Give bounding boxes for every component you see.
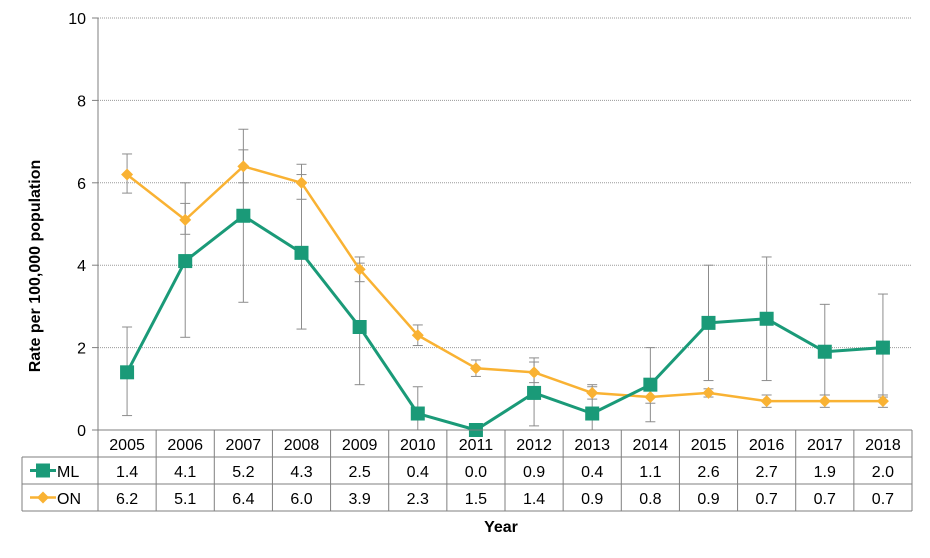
data-point-ml bbox=[643, 377, 658, 392]
table-cell: 6.2 bbox=[116, 491, 138, 508]
data-point-ml bbox=[178, 254, 193, 269]
y-axis-ticks: 0 2 4 6 8 10 bbox=[68, 11, 86, 440]
data-point-ml bbox=[585, 406, 600, 421]
x-tick-label: 2009 bbox=[342, 437, 378, 454]
data-point-on bbox=[586, 386, 599, 399]
data-point-ml bbox=[759, 311, 774, 326]
data-point-on bbox=[702, 386, 715, 399]
table-cell: 6.4 bbox=[232, 491, 254, 508]
data-point-on bbox=[760, 395, 773, 408]
data-point-ml bbox=[875, 340, 890, 355]
error-bars bbox=[122, 128, 888, 431]
data-point-ml bbox=[352, 320, 367, 334]
data-point-on bbox=[818, 395, 831, 408]
data-point-ml bbox=[527, 385, 542, 400]
table-cell: 1.1 bbox=[639, 464, 661, 481]
data-point-on bbox=[295, 176, 308, 189]
legend-marker-ml bbox=[36, 463, 50, 478]
x-tick-label: 2011 bbox=[459, 437, 494, 454]
table-cell: 2.0 bbox=[872, 464, 894, 481]
series-line-on bbox=[126, 165, 883, 403]
table-cell: 5.1 bbox=[174, 491, 196, 508]
data-point-ml bbox=[701, 315, 716, 330]
table-cell: 3.9 bbox=[349, 491, 371, 508]
x-tick-label: 2012 bbox=[516, 437, 552, 454]
data-point-on bbox=[179, 213, 192, 226]
table-cell: 1.4 bbox=[523, 491, 545, 508]
table-cell: 0.7 bbox=[814, 491, 836, 508]
table-cell: 1.4 bbox=[116, 464, 138, 481]
x-tick-label: 2007 bbox=[226, 437, 262, 454]
data-point-on bbox=[237, 160, 250, 173]
gridlines bbox=[98, 17, 912, 349]
y-axis-title: Rate per 100,000 population bbox=[27, 160, 44, 373]
x-tick-label: 2005 bbox=[109, 437, 145, 454]
x-tick-label: 2008 bbox=[284, 437, 320, 454]
data-point-on bbox=[121, 168, 134, 181]
table-cell: 4.3 bbox=[290, 464, 312, 481]
data-point-on bbox=[644, 391, 657, 404]
table-cell: 0.4 bbox=[581, 464, 603, 481]
x-tick-label: 2014 bbox=[633, 437, 669, 454]
legend-label-on: ON bbox=[57, 491, 81, 508]
table-cell: 2.3 bbox=[407, 491, 429, 508]
y-tick-label: 2 bbox=[77, 341, 86, 358]
x-tick-label: 2013 bbox=[574, 437, 610, 454]
table-cell: 5.2 bbox=[232, 464, 254, 481]
table-cell: 0.9 bbox=[581, 491, 603, 508]
series-line-ml bbox=[125, 214, 884, 432]
legend-marker-on bbox=[37, 491, 49, 504]
series-lines bbox=[125, 165, 884, 432]
data-point-on bbox=[469, 362, 482, 375]
table-cell: 0.9 bbox=[523, 464, 545, 481]
x-axis-title: Year bbox=[484, 519, 518, 536]
table-cell: 1.5 bbox=[465, 491, 487, 508]
x-tick-label: 2016 bbox=[749, 437, 785, 454]
table-cell: 2.6 bbox=[697, 464, 719, 481]
table-cell: 4.1 bbox=[174, 464, 196, 481]
y-tick-label: 0 bbox=[77, 423, 86, 440]
table-cell: 2.5 bbox=[349, 464, 371, 481]
x-tick-label: 2010 bbox=[400, 437, 436, 454]
data-point-ml bbox=[817, 344, 832, 359]
table-cell: 0.4 bbox=[407, 464, 429, 481]
data-point-on bbox=[528, 366, 541, 379]
table-cell: 2.7 bbox=[756, 464, 778, 481]
y-tick-label: 6 bbox=[77, 176, 86, 193]
table-cell: 0.0 bbox=[465, 464, 487, 481]
data-point-ml bbox=[294, 245, 309, 260]
axes bbox=[92, 17, 99, 431]
legend-label-ml: ML bbox=[57, 464, 79, 481]
table-cell: 0.7 bbox=[756, 491, 778, 508]
data-point-on bbox=[353, 263, 366, 276]
y-tick-label: 8 bbox=[77, 93, 86, 110]
x-tick-label: 2015 bbox=[691, 437, 727, 454]
table-cell: 6.0 bbox=[290, 491, 312, 508]
x-tick-label: 2018 bbox=[865, 437, 901, 454]
x-tick-label: 2006 bbox=[167, 437, 203, 454]
table-cell: 0.9 bbox=[697, 491, 719, 508]
series-markers bbox=[120, 160, 890, 437]
data-point-on bbox=[876, 395, 889, 408]
table-cell: 0.8 bbox=[639, 491, 661, 508]
data-point-ml bbox=[120, 365, 135, 380]
data-point-ml bbox=[236, 208, 251, 223]
x-tick-label: 2017 bbox=[807, 437, 843, 454]
table-cell: 0.7 bbox=[872, 491, 894, 508]
table-cell: 1.9 bbox=[814, 464, 836, 481]
data-table: 2005 2006 2007 2008 2009 2010 2011 2012 2013 2014… bbox=[21, 429, 913, 512]
y-tick-label: 10 bbox=[68, 11, 86, 28]
y-tick-label: 4 bbox=[77, 258, 86, 275]
data-point-ml bbox=[410, 406, 425, 421]
data-point-on bbox=[411, 329, 424, 342]
